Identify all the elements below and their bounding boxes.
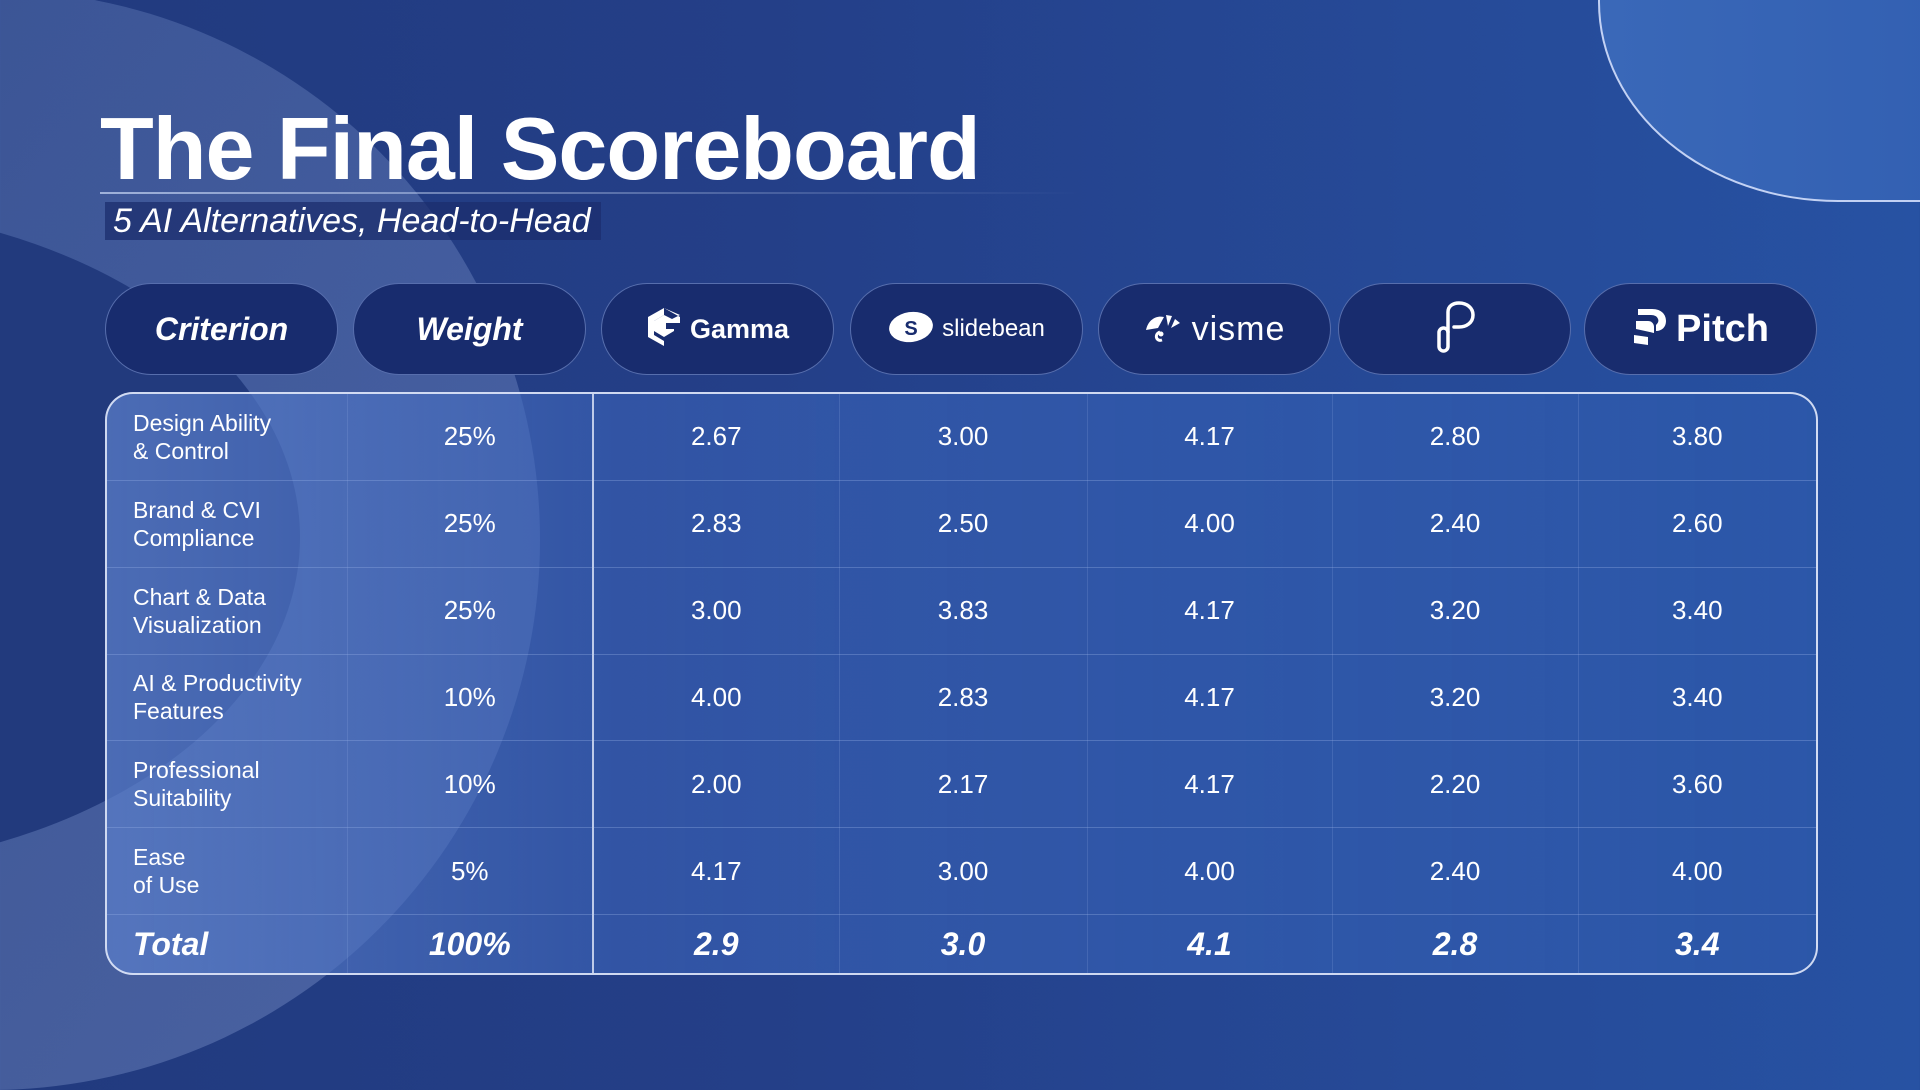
total-label: Total: [107, 914, 348, 973]
weight-cell: 25%: [347, 567, 594, 655]
score-cell: 2.50: [839, 480, 1088, 568]
score-cell: 3.00: [593, 567, 840, 655]
table-row: Chart & Data Visualization 25% 3.00 3.83 4.17…: [107, 567, 1816, 655]
total-score-cell: 2.8: [1332, 914, 1579, 973]
total-score-cell: 3.4: [1675, 925, 1720, 962]
score-cell: 2.67: [593, 394, 840, 481]
table-row: Design Ability & Control 25% 2.67 3.00 4.17 2.…: [107, 394, 1816, 481]
score-cell: 2.80: [1332, 394, 1579, 481]
criterion-line-1: Professional: [133, 757, 260, 784]
criterion-cell: AI & Productivity Features: [107, 654, 348, 742]
score-cell: 3.80: [1578, 394, 1816, 481]
brand-name: visme: [1191, 309, 1286, 348]
total-score-cell: 2.9: [593, 914, 840, 973]
weight-cell: 5%: [347, 827, 594, 916]
score-cell: 3.40: [1578, 567, 1816, 655]
weight-cell: 10%: [347, 654, 594, 742]
score-cell: 2.60: [1578, 480, 1816, 568]
criterion-line-1: Design Ability: [133, 409, 272, 436]
page-title: The Final Scoreboard: [100, 99, 981, 198]
visme-logo-icon: [1144, 312, 1184, 347]
criterion-line-2: Features: [133, 698, 224, 725]
header-gamma: Gamma: [601, 283, 834, 375]
slidebean-logo-icon: S: [888, 310, 934, 349]
header-criterion: Criterion: [105, 283, 338, 375]
pitch-logo-icon: [1632, 307, 1668, 352]
table-row: AI & Productivity Features 10% 4.00 2.83 4.17…: [107, 654, 1816, 742]
table-row: Professional Suitability 10% 2.00 2.17 4.17 2.…: [107, 740, 1816, 829]
score-cell: 4.00: [1087, 827, 1333, 916]
score-cell: 4.00: [1087, 480, 1333, 568]
score-cell: 2.17: [839, 740, 1088, 829]
table-row: Ease of Use 5% 4.17 3.00 4.00 2.40 4.00: [107, 827, 1816, 916]
criterion-line-2: of Use: [133, 872, 200, 899]
weight-cell: 10%: [347, 740, 594, 829]
table-row: Brand & CVI Compliance 25% 2.83 2.50 4.00 2.40…: [107, 480, 1816, 568]
criterion-line-2: Visualization: [133, 611, 262, 638]
score-cell: 4.00: [1578, 827, 1816, 916]
header-p-brand: [1338, 283, 1571, 375]
total-weight: 100%: [347, 914, 594, 973]
score-cell: 3.20: [1332, 567, 1579, 655]
criterion-line-1: Brand & CVI: [133, 496, 261, 523]
weight-cell: 25%: [347, 480, 594, 568]
score-cell: 3.00: [839, 394, 1088, 481]
criterion-cell: Chart & Data Visualization: [107, 567, 348, 655]
criterion-line-1: AI & Productivity: [133, 670, 302, 697]
score-cell: 4.17: [593, 827, 840, 916]
gamma-logo-icon: [646, 307, 682, 352]
header-label: Weight: [416, 310, 523, 347]
svg-text:S: S: [904, 318, 917, 340]
weight-cell: 25%: [347, 394, 594, 481]
criterion-line-2: & Control: [133, 437, 229, 464]
score-cell: 2.40: [1332, 827, 1579, 916]
score-table: Design Ability & Control 25% 2.67 3.00 4.17 2.…: [105, 392, 1818, 975]
score-cell: 3.60: [1578, 740, 1816, 829]
p-logo-icon: [1433, 300, 1477, 359]
criterion-line-2: Suitability: [133, 785, 232, 812]
page-subtitle: 5 AI Alternatives, Head-to-Head: [105, 202, 601, 240]
score-cell: 4.17: [1087, 394, 1333, 481]
brand-name: Gamma: [689, 313, 790, 344]
title-divider: [100, 192, 1080, 194]
criterion-line-1: Chart & Data: [133, 583, 266, 610]
score-cell: 3.40: [1578, 654, 1816, 742]
score-cell: 4.00: [593, 654, 840, 742]
header-slidebean: S slidebean: [850, 283, 1083, 375]
brand-name: slidebean: [942, 315, 1045, 342]
criterion-cell: Brand & CVI Compliance: [107, 480, 348, 568]
score-cell: 4.17: [1087, 567, 1333, 655]
criterion-line-1: Ease: [133, 844, 186, 871]
score-cell: 4.17: [1087, 740, 1333, 829]
score-cell: 3.00: [839, 827, 1088, 916]
score-cell: 2.83: [593, 480, 840, 568]
criterion-cell: Ease of Use: [107, 827, 348, 916]
header-visme: visme: [1098, 283, 1331, 375]
criterion-cell: Professional Suitability: [107, 740, 348, 829]
score-cell: 2.20: [1332, 740, 1579, 829]
criterion-cell: Design Ability & Control: [107, 394, 348, 481]
total-score-cell: 3.0: [839, 914, 1088, 973]
brand-name: Pitch: [1676, 307, 1769, 350]
header-weight: Weight: [353, 283, 586, 375]
background-corner-shape: [1598, 0, 1920, 202]
score-cell: 2.00: [593, 740, 840, 829]
total-score-cell: 4.1: [1087, 914, 1333, 973]
score-cell: 3.20: [1332, 654, 1579, 742]
score-cell: 4.17: [1087, 654, 1333, 742]
header-label: Criterion: [154, 310, 289, 347]
header-pitch: Pitch: [1584, 283, 1817, 375]
score-cell: 2.83: [839, 654, 1088, 742]
score-cell: 2.40: [1332, 480, 1579, 568]
score-cell: 3.83: [839, 567, 1088, 655]
criterion-line-2: Compliance: [133, 524, 255, 551]
total-row: Total 100% 2.9 3.0 4.1 2.8 3.4: [107, 914, 1816, 973]
